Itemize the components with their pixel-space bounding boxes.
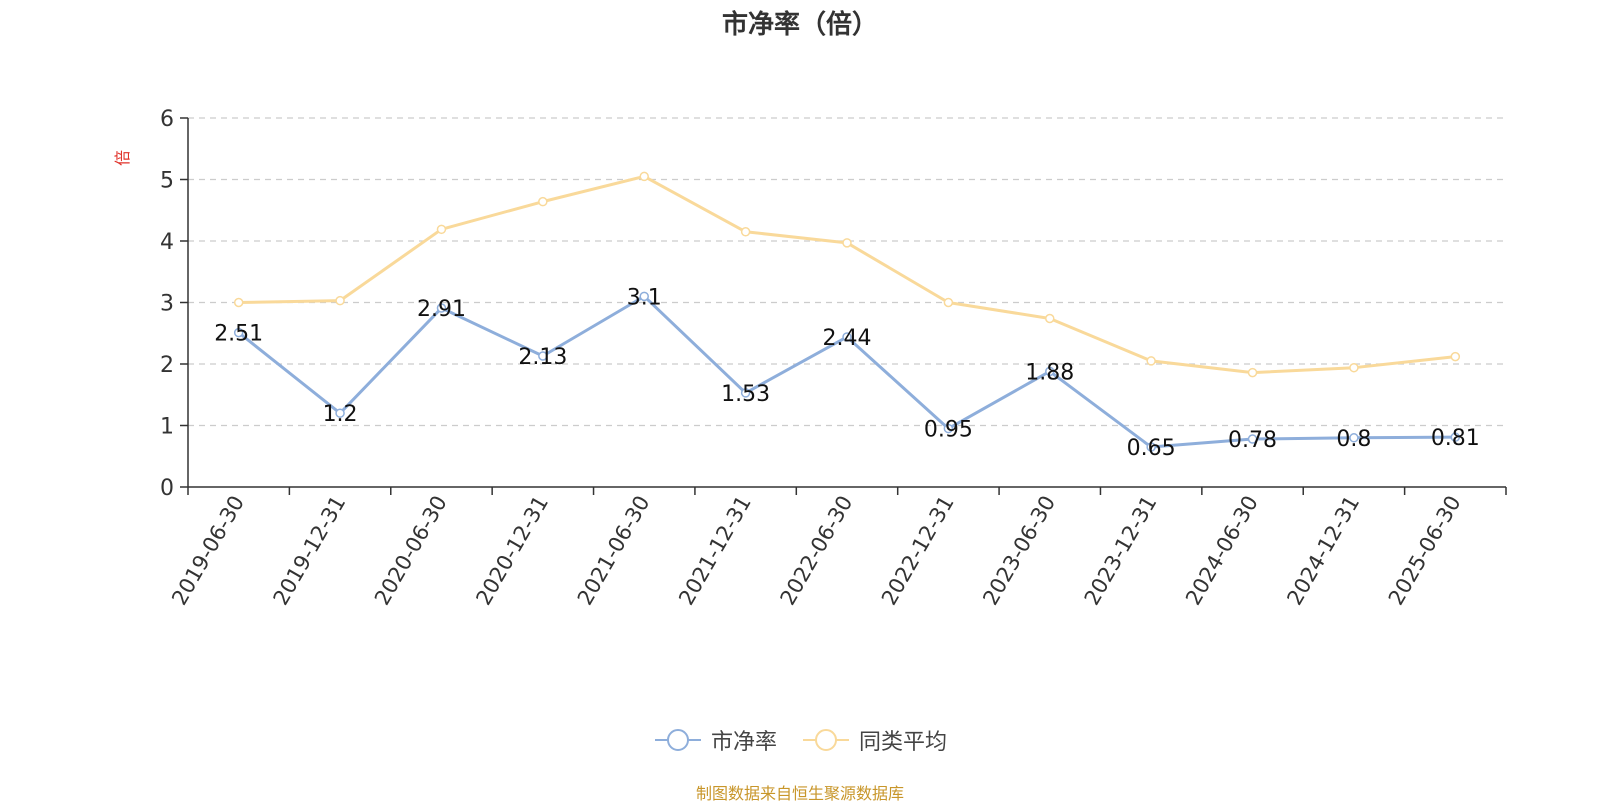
data-point [639,291,649,302]
data-point [335,295,345,306]
data-point [943,297,954,308]
data-point [233,297,244,308]
x-tick-label: 2019-06-30 [167,492,249,610]
data-label: 0.78 [1228,428,1277,453]
data-point [1349,362,1359,373]
x-tick-label: 2021-06-30 [573,492,655,610]
data-label: 0.65 [1127,436,1176,461]
data-label: 2.51 [214,322,263,347]
data-label: 0.8 [1336,427,1371,452]
data-label: 2.44 [823,326,872,351]
data-label: 2.91 [417,297,466,322]
data-point [1247,367,1258,378]
data-label: 0.81 [1431,426,1480,451]
legend-label: 同类平均 [859,730,948,755]
data-point [233,327,244,338]
y-tick-label: 3 [160,292,174,317]
y-tick-label: 4 [160,230,174,255]
y-tick-label: 1 [160,415,174,440]
data-point [842,332,852,342]
legend-label: 市净率 [710,730,777,755]
y-axis-title: 倍 [113,150,132,166]
data-label: 0.95 [924,418,973,443]
data-label: 1.53 [721,382,770,407]
data-point [538,196,548,207]
data-point [335,408,345,418]
data-point [740,227,751,237]
data-label: 1.2 [323,402,358,427]
x-tick-label: 2019-12-31 [269,492,351,610]
y-tick-label: 6 [160,107,174,132]
data-label: 1.88 [1025,360,1074,385]
data-point [1450,432,1461,442]
x-tick-label: 2021-12-31 [674,492,756,610]
x-tick-label: 2022-06-30 [776,492,858,610]
data-label-layer: 2.51 1.2 2.91 2.13 3.1 1.53 2.44 0.95 1.88 0.65 0.… [214,285,1480,461]
data-point [1349,433,1359,443]
data-point [1450,351,1461,362]
legend-swatch-icon [803,729,849,751]
data-point [740,388,751,398]
data-point [1146,442,1156,452]
data-point [538,351,548,361]
grid-layer [188,117,1506,427]
data-point [842,238,852,248]
x-tick-label: 2024-06-30 [1181,492,1263,610]
y-tick-label: 0 [160,476,174,501]
legend-item[interactable]: 市净率 [653,724,777,756]
data-point [1247,434,1258,444]
x-tick-label: 2023-12-31 [1080,492,1162,610]
source-note: 制图数据来自恒生聚源数据库 [695,784,904,803]
data-point [1146,356,1156,366]
y-tick-label: 5 [160,169,174,194]
data-point [943,423,954,434]
legend-item[interactable]: 同类平均 [801,724,947,756]
data-point [1045,366,1055,377]
data-label: 2.13 [518,345,567,370]
data-point [639,171,649,182]
x-tick-label: 2022-12-31 [877,492,959,610]
x-tick-label: 2020-06-30 [370,492,452,610]
y-tick-label: 2 [160,353,174,378]
data-point [1045,313,1055,324]
legend: 市净率 同类平均 [0,724,1600,756]
data-point [436,303,447,313]
series-layer [233,171,1461,452]
data-point [436,224,447,235]
chart-title: 市净率（倍） [721,10,878,40]
x-tick-label: 2023-06-30 [978,492,1060,610]
x-tick-label: 2025-06-30 [1384,492,1466,610]
legend-swatch-icon [654,729,701,751]
data-label: 3.1 [627,285,662,310]
x-tick-label: 2020-12-31 [471,492,553,610]
x-tick-label: 2024-12-31 [1282,492,1364,610]
